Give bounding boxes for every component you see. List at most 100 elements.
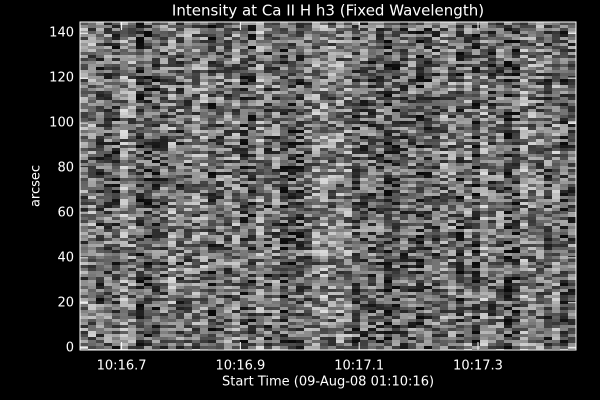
- image-cell: [152, 346, 160, 349]
- image-cell: [264, 208, 272, 211]
- image-cell: [224, 274, 232, 277]
- image-cell: [128, 25, 136, 28]
- image-cell: [200, 58, 208, 61]
- image-cell: [176, 34, 184, 37]
- image-cell: [416, 319, 424, 322]
- image-cell: [344, 199, 352, 202]
- image-cell: [152, 286, 160, 289]
- image-cell: [112, 343, 120, 346]
- image-cell: [264, 181, 272, 184]
- image-cell: [128, 160, 136, 163]
- image-cell: [336, 55, 344, 58]
- image-cell: [240, 34, 248, 37]
- image-cell: [120, 262, 128, 265]
- image-cell: [296, 73, 304, 76]
- image-cell: [264, 118, 272, 121]
- image-cell: [104, 241, 112, 244]
- image-cell: [296, 256, 304, 259]
- image-cell: [80, 190, 88, 193]
- image-cell: [120, 37, 128, 40]
- image-cell: [136, 295, 144, 298]
- image-cell: [320, 190, 328, 193]
- image-cell: [240, 196, 248, 199]
- image-cell: [368, 52, 376, 55]
- image-cell: [272, 214, 280, 217]
- image-cell: [424, 22, 432, 25]
- image-cell: [352, 286, 360, 289]
- image-cell: [200, 88, 208, 91]
- image-cell: [88, 331, 96, 334]
- image-cell: [368, 229, 376, 232]
- image-cell: [96, 280, 104, 283]
- image-cell: [88, 187, 96, 190]
- image-cell: [328, 184, 336, 187]
- image-cell: [320, 214, 328, 217]
- image-cell: [112, 127, 120, 130]
- image-cell: [272, 163, 280, 166]
- image-cell: [80, 37, 88, 40]
- image-cell: [96, 64, 104, 67]
- image-cell: [344, 274, 352, 277]
- image-cell: [408, 145, 416, 148]
- image-cell: [160, 124, 168, 127]
- image-cell: [296, 157, 304, 160]
- image-cell: [112, 100, 120, 103]
- image-cell: [344, 88, 352, 91]
- image-cell: [128, 334, 136, 337]
- image-cell: [96, 46, 104, 49]
- image-cell: [88, 40, 96, 43]
- image-cell: [224, 55, 232, 58]
- image-cell: [400, 175, 408, 178]
- image-cell: [192, 25, 200, 28]
- image-cell: [80, 106, 88, 109]
- image-cell: [232, 331, 240, 334]
- image-cell: [160, 88, 168, 91]
- image-cell: [312, 199, 320, 202]
- image-cell: [200, 166, 208, 169]
- image-cell: [304, 64, 312, 67]
- image-cell: [280, 175, 288, 178]
- image-cell: [304, 73, 312, 76]
- image-cell: [416, 196, 424, 199]
- image-cell: [424, 25, 432, 28]
- image-cell: [248, 124, 256, 127]
- image-cell: [288, 40, 296, 43]
- image-cell: [216, 238, 224, 241]
- image-cell: [152, 235, 160, 238]
- image-cell: [216, 133, 224, 136]
- image-cell: [232, 28, 240, 31]
- image-cell: [416, 259, 424, 262]
- image-cell: [360, 202, 368, 205]
- image-cell: [360, 22, 368, 25]
- image-cell: [256, 64, 264, 67]
- image-cell: [408, 52, 416, 55]
- image-cell: [336, 280, 344, 283]
- image-cell: [192, 289, 200, 292]
- image-cell: [288, 280, 296, 283]
- image-cell: [360, 91, 368, 94]
- image-cell: [184, 118, 192, 121]
- image-cell: [176, 46, 184, 49]
- image-cell: [328, 211, 336, 214]
- image-cell: [120, 220, 128, 223]
- image-cell: [272, 64, 280, 67]
- image-cell: [80, 313, 88, 316]
- image-cell: [368, 28, 376, 31]
- image-cell: [336, 58, 344, 61]
- image-cell: [216, 328, 224, 331]
- image-cell: [376, 127, 384, 130]
- image-cell: [128, 46, 136, 49]
- image-cell: [192, 274, 200, 277]
- image-cell: [272, 286, 280, 289]
- image-cell: [88, 172, 96, 175]
- image-cell: [376, 112, 384, 115]
- image-cell: [152, 283, 160, 286]
- image-cell: [208, 205, 216, 208]
- image-cell: [200, 49, 208, 52]
- image-cell: [184, 31, 192, 34]
- image-cell: [376, 25, 384, 28]
- image-cell: [336, 157, 344, 160]
- image-cell: [352, 319, 360, 322]
- image-cell: [296, 124, 304, 127]
- image-cell: [280, 52, 288, 55]
